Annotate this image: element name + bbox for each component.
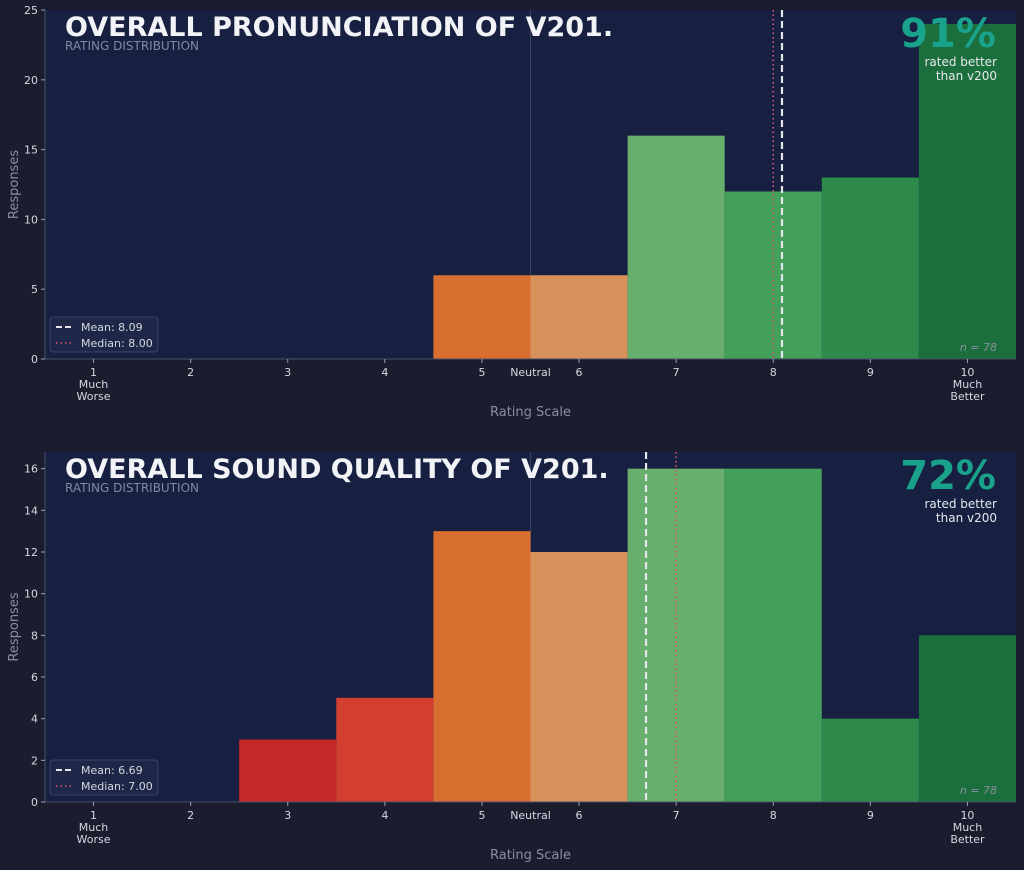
neutral-label: Neutral bbox=[510, 366, 551, 379]
x-tick-label: 4 bbox=[381, 366, 388, 379]
bar-rating-9 bbox=[821, 177, 919, 359]
y-tick-label: 14 bbox=[24, 504, 38, 517]
legend-median-label: Median: 8.00 bbox=[81, 337, 153, 350]
y-tick-label: 16 bbox=[24, 463, 38, 476]
y-tick-label: 10 bbox=[24, 588, 38, 601]
y-tick-label: 25 bbox=[24, 4, 38, 17]
y-tick-label: 6 bbox=[31, 671, 38, 684]
bar-rating-6 bbox=[530, 552, 628, 802]
pct-caption: than v200 bbox=[936, 511, 997, 525]
x-tick-label: 2 bbox=[187, 809, 194, 822]
bar-rating-10 bbox=[918, 23, 1016, 360]
y-tick-label: 15 bbox=[24, 144, 38, 157]
x-tick-label: 8 bbox=[770, 809, 777, 822]
x-tick-label: 3 bbox=[284, 809, 291, 822]
y-tick-label: 0 bbox=[31, 353, 38, 366]
bar-rating-5 bbox=[433, 531, 531, 802]
n-label: n = 78 bbox=[960, 341, 997, 354]
bar-rating-7 bbox=[627, 135, 725, 359]
x-tick-label: 2 bbox=[187, 366, 194, 379]
x-tick-label: 6 bbox=[576, 809, 583, 822]
bar-rating-8 bbox=[724, 191, 822, 359]
legend-box bbox=[49, 316, 159, 353]
y-axis-label: Responses bbox=[7, 150, 22, 219]
chart-subtitle: RATING DISTRIBUTION bbox=[65, 481, 199, 495]
legend-median-label: Median: 7.00 bbox=[81, 780, 153, 793]
x-tick-label: 4 bbox=[381, 809, 388, 822]
bar-rating-10 bbox=[918, 635, 1016, 802]
chart-title: OVERALL SOUND QUALITY OF V201. bbox=[65, 454, 609, 485]
y-tick-label: 4 bbox=[31, 713, 38, 726]
x-tick-label: 5 bbox=[478, 366, 485, 379]
x-tick-label: 10 Much Better bbox=[950, 809, 985, 846]
bar-rating-9 bbox=[821, 718, 919, 802]
x-tick-label: 8 bbox=[770, 366, 777, 379]
x-tick-label: 9 bbox=[867, 809, 874, 822]
x-tick-label: 10 Much Better bbox=[950, 366, 985, 403]
x-tick-label: 1 Much Worse bbox=[77, 366, 111, 403]
x-axis-label: Rating Scale bbox=[490, 405, 571, 420]
y-tick-label: 2 bbox=[31, 754, 38, 767]
x-tick-label: 3 bbox=[284, 366, 291, 379]
pct-caption: than v200 bbox=[936, 69, 997, 83]
pct-caption: rated better bbox=[924, 55, 997, 69]
y-tick-label: 5 bbox=[31, 283, 38, 296]
bar-rating-8 bbox=[724, 468, 822, 802]
y-tick-label: 8 bbox=[31, 629, 38, 642]
bar-rating-6 bbox=[530, 275, 628, 359]
bar-rating-7 bbox=[627, 468, 725, 802]
legend-mean-label: Mean: 8.09 bbox=[81, 321, 143, 334]
pronunciation-chart: 0 5 10 15 20 25 1 Much Worse 2 3 4 5 6 7 8 9 10 Much Better… bbox=[7, 4, 1016, 420]
x-tick-label: 1 Much Worse bbox=[77, 809, 111, 846]
sound-quality-chart: 0 2 4 6 8 10 12 14 16 1 Much Worse 2 3 4 5 6 7 8 9 10 Much Bet… bbox=[7, 452, 1016, 863]
chart-subtitle: RATING DISTRIBUTION bbox=[65, 39, 199, 53]
chart-title: OVERALL PRONUNCIATION OF V201. bbox=[65, 12, 613, 43]
chart-panel-pronunciation: 0 5 10 15 20 25 1 Much Worse 2 3 4 5 6 7 8 9 10 Much Better… bbox=[7, 4, 1016, 420]
y-tick-label: 12 bbox=[24, 546, 38, 559]
bar-rating-4 bbox=[336, 697, 434, 802]
legend-mean-label: Mean: 6.69 bbox=[81, 764, 143, 777]
x-tick-label: 5 bbox=[478, 809, 485, 822]
x-axis-label: Rating Scale bbox=[490, 848, 571, 863]
x-tick-label: 7 bbox=[673, 366, 680, 379]
pct-better: 72% bbox=[900, 453, 996, 499]
neutral-label: Neutral bbox=[510, 809, 551, 822]
pct-better: 91% bbox=[900, 11, 996, 57]
x-tick-label: 6 bbox=[576, 366, 583, 379]
bar-rating-5 bbox=[433, 275, 531, 359]
pct-caption: rated better bbox=[924, 497, 997, 511]
legend-box bbox=[49, 759, 159, 796]
chart-panel-sound-quality: 0 2 4 6 8 10 12 14 16 1 Much Worse 2 3 4 5 6 7 8 9 10 Much Bet… bbox=[0, 435, 1024, 870]
y-tick-label: 0 bbox=[31, 796, 38, 809]
y-tick-label: 20 bbox=[24, 74, 38, 87]
x-tick-label: 9 bbox=[867, 366, 874, 379]
y-axis-label: Responses bbox=[7, 592, 22, 661]
y-tick-label: 10 bbox=[24, 213, 38, 226]
bar-rating-3 bbox=[239, 739, 337, 802]
n-label: n = 78 bbox=[960, 784, 997, 797]
x-tick-label: 7 bbox=[673, 809, 680, 822]
